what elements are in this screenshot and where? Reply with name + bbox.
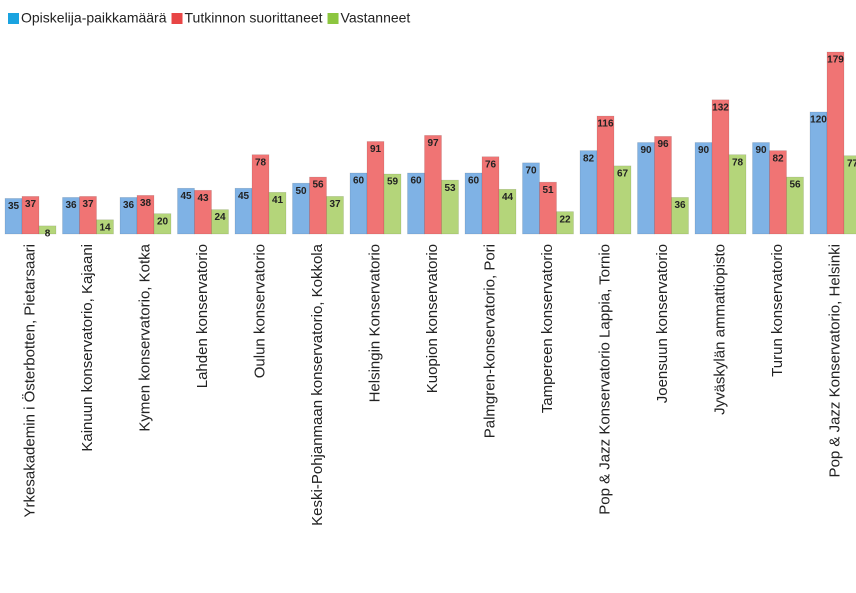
bar [711, 99, 730, 235]
value-label: 37 [82, 199, 94, 210]
value-label: 56 [312, 180, 324, 191]
x-tick-label: Joensuun konservatorio [654, 244, 671, 403]
x-tick-label: Turun konservatorio [769, 244, 786, 377]
bar [268, 192, 287, 235]
legend-label: Vastanneet [341, 10, 411, 26]
value-label: 37 [329, 199, 341, 210]
bar [728, 154, 747, 235]
value-label: 51 [542, 185, 554, 196]
bar [96, 219, 114, 235]
bar [366, 141, 385, 235]
value-label: 53 [444, 183, 456, 194]
bar [556, 211, 574, 235]
value-label: 78 [255, 157, 267, 168]
value-label: 77 [847, 158, 856, 169]
x-tick-label: Lahden konservatorio [194, 244, 211, 388]
value-label: 60 [410, 176, 422, 187]
x-tick-label: Yrkesakademin i Österbotten, Pietarsaari [20, 244, 38, 517]
x-tick-label: Oulun konservatorio [251, 244, 268, 378]
bar [441, 179, 459, 235]
bar [383, 173, 402, 235]
value-label: 82 [583, 153, 595, 164]
bar [752, 142, 770, 235]
value-label: 91 [370, 144, 382, 155]
x-tick-label: Kymen konservatorio, Kotka [136, 243, 153, 431]
x-tick-label: Pop & Jazz Konservatorio Lappia, Tornio [596, 244, 613, 515]
bar [211, 209, 229, 235]
x-tick-label: Palmgren-konservatorio, Pori [481, 244, 498, 438]
value-label: 20 [157, 216, 169, 227]
bar [424, 135, 442, 235]
value-label: 36 [123, 200, 135, 211]
bar [498, 188, 517, 235]
legend-swatch [171, 13, 183, 24]
bar [843, 155, 856, 235]
legend-swatch [327, 13, 339, 24]
value-label: 96 [657, 139, 669, 150]
x-tick-label: Keski-Pohjanmaan konservatorio, Kokkola [309, 243, 326, 525]
value-label: 116 [597, 119, 614, 130]
legend-swatch [8, 13, 19, 24]
value-label: 76 [485, 159, 497, 170]
bar [637, 142, 655, 235]
legend-label: Opiskelija-paikkamäärä [21, 10, 167, 26]
value-label: 179 [827, 55, 844, 66]
value-label: 45 [238, 191, 250, 202]
x-tick-label: Kainuun konservatorio, Kajaani [79, 244, 96, 452]
value-label: 82 [772, 153, 784, 164]
value-label: 90 [640, 145, 652, 156]
value-label: 97 [427, 138, 439, 149]
value-label: 22 [559, 214, 571, 225]
value-label: 36 [65, 200, 77, 211]
value-label: 44 [502, 192, 514, 203]
value-label: 50 [295, 186, 307, 197]
legend-label: Tutkinnon suorittaneet [185, 10, 323, 26]
bar [38, 225, 57, 235]
value-label: 45 [180, 191, 192, 202]
value-label: 35 [8, 201, 20, 212]
bar [21, 196, 40, 235]
value-label: 56 [789, 180, 801, 191]
value-label: 90 [755, 145, 767, 156]
x-tick-label: Jyväskylän ammattiopisto [711, 244, 728, 415]
value-label: 67 [617, 169, 629, 180]
bar [826, 51, 845, 235]
value-label: 120 [810, 115, 827, 126]
value-label: 36 [674, 200, 686, 211]
value-label: 60 [468, 176, 480, 187]
bar [539, 181, 557, 235]
bar [671, 197, 689, 235]
bar [809, 111, 828, 235]
value-label: 37 [25, 199, 37, 210]
value-label: 70 [525, 165, 537, 176]
value-label: 43 [197, 193, 209, 204]
x-tick-label: Kuopion konservatorio [424, 244, 441, 393]
bar [596, 115, 615, 235]
value-label: 14 [99, 222, 111, 233]
value-label: 132 [712, 102, 729, 113]
bar [786, 176, 804, 235]
value-label: 24 [214, 212, 226, 223]
value-label: 60 [353, 176, 365, 187]
value-label: 90 [698, 145, 710, 156]
x-tick-label: Tampereen konservatorio [539, 244, 556, 413]
x-tick-label: Pop & Jazz Konservatorio, Helsinki [826, 244, 843, 477]
bar [654, 136, 672, 235]
bar [79, 196, 97, 235]
bar [694, 142, 713, 235]
value-label: 38 [140, 198, 152, 209]
bar [153, 213, 172, 235]
bar [613, 165, 632, 235]
value-label: 41 [272, 195, 284, 206]
value-label: 59 [387, 177, 399, 188]
value-label: 8 [45, 229, 51, 240]
bar [326, 196, 344, 235]
x-tick-label: Helsingin Konservatorio [366, 244, 383, 402]
value-label: 78 [732, 157, 744, 168]
